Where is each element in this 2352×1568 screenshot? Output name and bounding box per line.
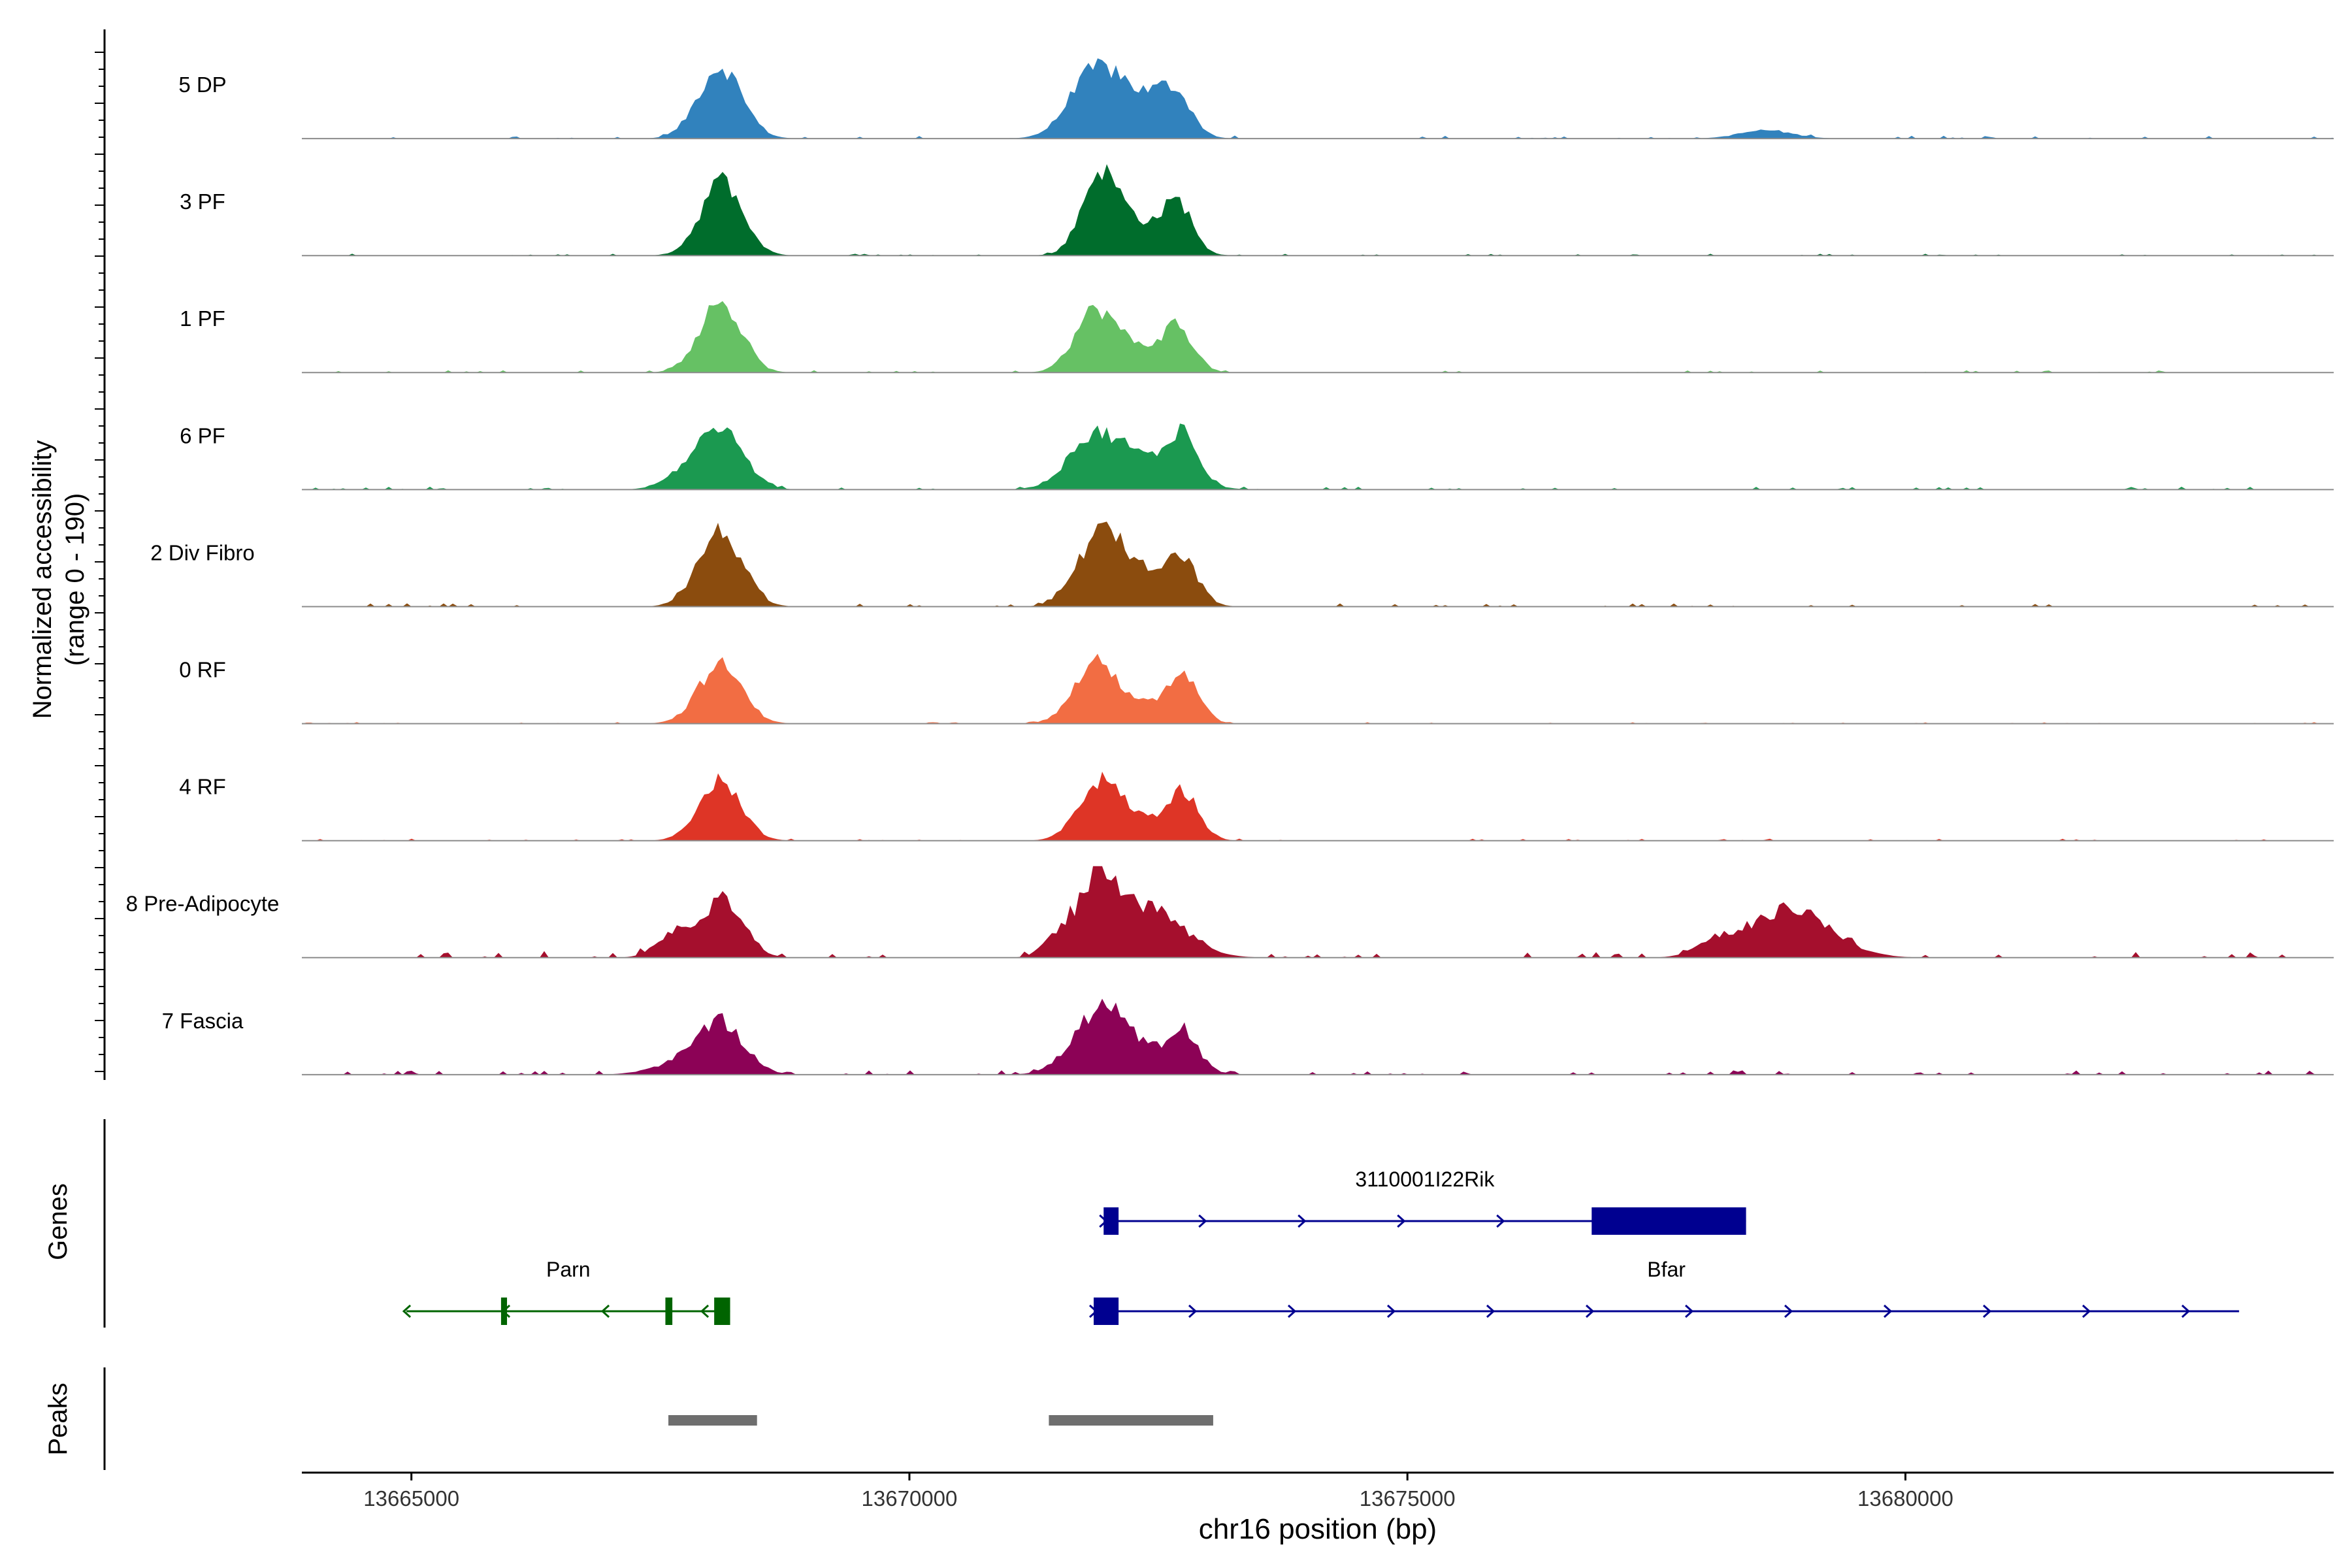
gene-parn: Parn [402, 1258, 730, 1325]
gene-bfar: Bfar [1088, 1258, 2240, 1325]
strand-arrow [700, 1304, 710, 1318]
strand-arrow [1684, 1304, 1694, 1318]
strand-arrow [1198, 1214, 1207, 1228]
track-signal [302, 164, 2334, 256]
x-tick-label: 13665000 [363, 1486, 459, 1511]
track-signal [302, 772, 2334, 841]
strand-arrow [1188, 1304, 1198, 1318]
track-label: 4 RF [179, 775, 226, 799]
track-label: 7 Fascia [162, 1009, 244, 1033]
strand-arrow [1585, 1304, 1595, 1318]
coverage-tracks: 5 DP 3 PF 1 PF 6 PF 2 Div Fibro 0 RF 4 RF 8 Pre… [126, 58, 2334, 1075]
x-tick-label: 13675000 [1360, 1486, 1456, 1511]
track-1: 3 PF [180, 164, 2334, 257]
track-signal [302, 301, 2334, 373]
x-tick-label: 13680000 [1857, 1486, 1953, 1511]
y-axis-title: Normalized accessibility [28, 440, 57, 719]
track-signal [302, 423, 2334, 490]
x-tick-label: 13670000 [862, 1486, 958, 1511]
track-label: 5 DP [178, 73, 226, 97]
gene-label: 3110001I22Rik [1355, 1168, 1495, 1191]
coverage-y-ticks [95, 52, 105, 1072]
exon [1093, 1298, 1119, 1325]
track-4: 2 Div Fibro [150, 521, 2334, 608]
track-signal [302, 58, 2334, 139]
exon [1103, 1207, 1119, 1235]
track-label: 0 RF [179, 658, 226, 682]
track-5: 0 RF [179, 653, 2334, 725]
track-label: 1 PF [180, 306, 225, 331]
strand-arrow [1486, 1304, 1495, 1318]
track-2: 1 PF [180, 301, 2334, 374]
track-6: 4 RF [179, 772, 2334, 841]
strand-arrow [1397, 1214, 1406, 1228]
x-axis-ticks: 13665000 13670000 13675000 13680000 [363, 1473, 1953, 1511]
track-signal [302, 653, 2334, 724]
track-8: 7 Fascia [162, 998, 2334, 1075]
gene-label: Bfar [1647, 1258, 1686, 1281]
gene-3110001i22rik: 3110001I22Rik [1099, 1168, 1746, 1235]
exon [665, 1298, 673, 1325]
strand-arrow [1784, 1304, 1793, 1318]
strand-arrow [1496, 1214, 1505, 1228]
y-axis-range: (range 0 - 190) [61, 493, 90, 666]
strand-arrow [2181, 1304, 2191, 1318]
strand-arrow [2082, 1304, 2091, 1318]
gene-label: Parn [546, 1258, 591, 1281]
strand-arrow [1287, 1304, 1297, 1318]
track-7: 8 Pre-Adipocyte [126, 866, 2334, 958]
track-label: 8 Pre-Adipocyte [126, 892, 280, 916]
peak-region [1049, 1415, 1213, 1426]
track-signal [302, 866, 2334, 958]
strand-arrow [600, 1304, 610, 1318]
track-label: 3 PF [180, 189, 225, 214]
x-axis-title: chr16 position (bp) [1199, 1513, 1437, 1545]
peaks-track [668, 1415, 1213, 1426]
peak-region [668, 1415, 757, 1426]
genes-panel-label: Genes [44, 1183, 73, 1260]
strand-arrow [1298, 1214, 1307, 1228]
track-label: 6 PF [180, 423, 225, 448]
strand-arrow [1883, 1304, 1893, 1318]
strand-arrow [1386, 1304, 1396, 1318]
track-label: 2 Div Fibro [150, 540, 255, 564]
exon [1592, 1207, 1746, 1235]
exon [500, 1298, 508, 1325]
peaks-panel-label: Peaks [44, 1382, 73, 1455]
track-0: 5 DP [178, 58, 2334, 140]
genes-track: 3110001I22Rik Bfar Parn [402, 1168, 2240, 1325]
track-3: 6 PF [180, 423, 2334, 491]
strand-arrow [402, 1304, 412, 1318]
track-signal [302, 998, 2334, 1075]
exon [714, 1298, 730, 1325]
strand-arrow [1982, 1304, 1992, 1318]
track-signal [302, 521, 2334, 607]
